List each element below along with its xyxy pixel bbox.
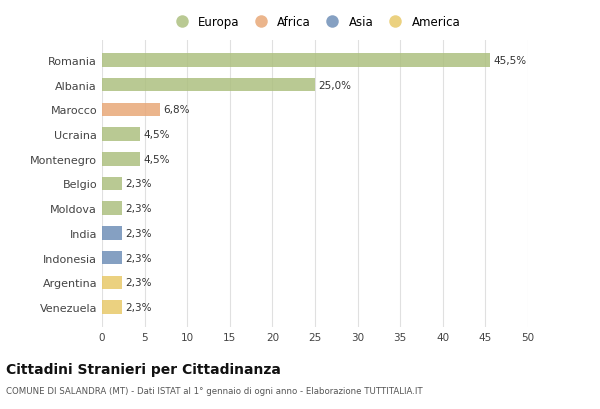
Text: 2,3%: 2,3% [125,253,152,263]
Bar [102,276,122,290]
Bar [102,103,160,117]
Bar [102,227,122,240]
Text: 2,3%: 2,3% [125,302,152,312]
Legend: Europa, Africa, Asia, America: Europa, Africa, Asia, America [166,12,464,32]
Text: 25,0%: 25,0% [319,81,352,90]
Bar [102,251,122,265]
Bar [102,54,490,67]
Bar [102,301,122,314]
Text: 2,3%: 2,3% [125,278,152,288]
Text: 6,8%: 6,8% [163,105,190,115]
Text: 4,5%: 4,5% [144,130,170,140]
Text: 2,3%: 2,3% [125,179,152,189]
Text: 4,5%: 4,5% [144,154,170,164]
Bar [102,202,122,216]
Bar [102,153,140,166]
Text: 2,3%: 2,3% [125,204,152,214]
Text: 2,3%: 2,3% [125,228,152,238]
Bar [102,128,140,142]
Text: 45,5%: 45,5% [493,56,526,66]
Text: COMUNE DI SALANDRA (MT) - Dati ISTAT al 1° gennaio di ogni anno - Elaborazione T: COMUNE DI SALANDRA (MT) - Dati ISTAT al … [6,387,422,396]
Bar [102,177,122,191]
Text: Cittadini Stranieri per Cittadinanza: Cittadini Stranieri per Cittadinanza [6,362,281,376]
Bar [102,79,315,92]
